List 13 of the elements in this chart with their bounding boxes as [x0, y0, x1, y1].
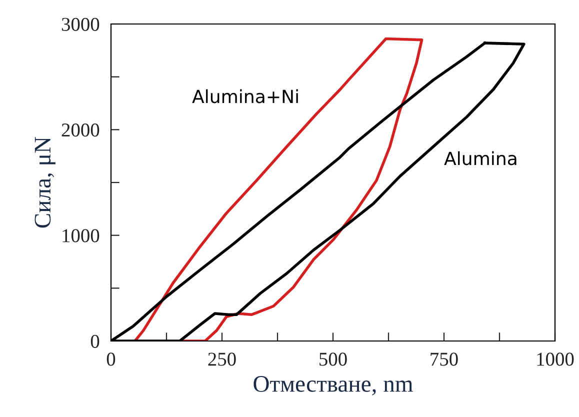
x-tick-label: 250 [208, 352, 236, 366]
x-axis-title: Отместване, nm [254, 376, 413, 396]
annotation: Alumina [444, 151, 516, 166]
y-tick-label: 3000 [62, 18, 100, 31]
x-tick-label: 500 [320, 352, 347, 366]
x-tick-label: 0 [106, 352, 116, 366]
annotation: Alumina+Ni [192, 89, 298, 104]
y-tick-label: 2000 [62, 123, 100, 137]
y-tick-label: 1000 [62, 229, 100, 242]
y-axis-title: Сила, μN [34, 136, 56, 228]
x-tick-label: 750 [430, 352, 458, 366]
y-tick-label: 0 [90, 334, 100, 348]
x-tick-label: 1000 [537, 352, 574, 366]
